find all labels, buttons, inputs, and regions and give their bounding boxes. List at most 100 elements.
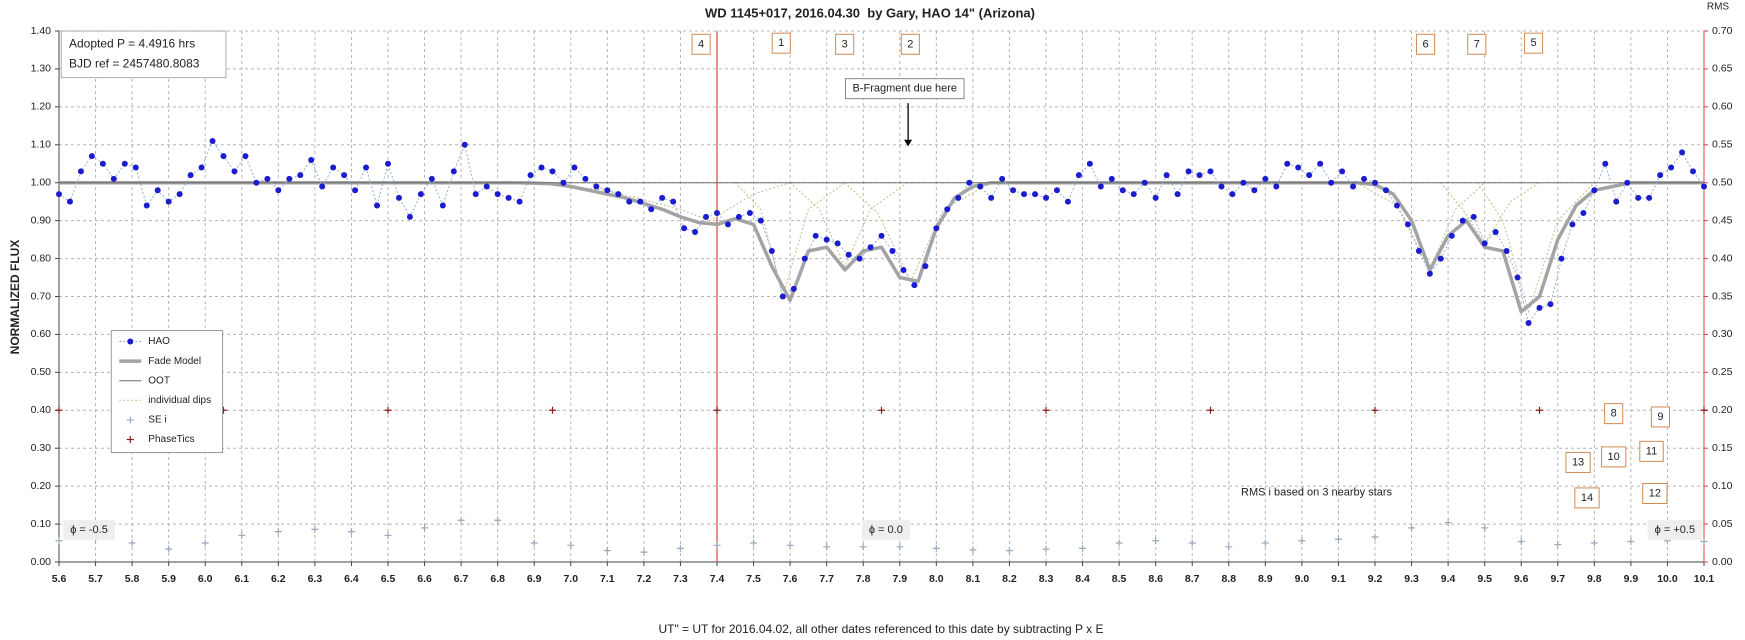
data-point: [933, 225, 940, 232]
data-point: [1690, 168, 1697, 175]
annotation: 13: [1572, 456, 1584, 468]
plus-marker: [676, 544, 684, 552]
x-tick-label: 6.2: [271, 573, 286, 585]
data-point: [121, 160, 128, 167]
x-tick-label: 9.1: [1331, 573, 1346, 585]
plus-marker: [1554, 541, 1562, 549]
data-point: [66, 198, 73, 205]
data-point: [703, 213, 710, 220]
annotation: B-Fragment due here: [852, 83, 957, 95]
plus-marker: [896, 543, 904, 551]
data-point: [341, 172, 348, 179]
data-point: [363, 164, 370, 171]
data-point: [538, 164, 545, 171]
x-tick-label: 8.2: [1002, 573, 1017, 585]
y2-tick-label: 0.30: [1712, 328, 1733, 340]
data-point: [845, 251, 852, 258]
phase-box: [63, 520, 115, 541]
annotation: 3: [842, 38, 848, 50]
data-point: [1053, 187, 1060, 194]
data-point: [812, 232, 819, 239]
data-point: [790, 285, 797, 292]
data-point: [1372, 179, 1378, 186]
data-point: [286, 175, 293, 182]
plus-marker: [1188, 539, 1196, 547]
plus-marker: [128, 539, 136, 547]
y2-axis-label: RMS: [1707, 2, 1730, 13]
plus-marker: [457, 516, 465, 524]
data-point: [176, 191, 183, 198]
x-tick-label: 10.1: [1694, 573, 1715, 585]
y-tick-label: 0.30: [31, 442, 52, 454]
callout-box: [844, 78, 965, 100]
data-point: [374, 202, 381, 209]
data-point: [1174, 191, 1181, 198]
y2-tick-label: 0.70: [1712, 25, 1733, 37]
info-box: [60, 30, 227, 79]
data-point: [1075, 172, 1082, 179]
label-box: [1639, 440, 1664, 462]
x-tick-label: 9.7: [1550, 573, 1565, 585]
x-tick-label: 7.1: [600, 573, 615, 585]
plus-marker: [1627, 538, 1635, 546]
data-point: [264, 175, 271, 182]
plus-marker: [969, 546, 977, 554]
plus-marker: [603, 547, 611, 555]
data-point: [1064, 198, 1071, 205]
plus-marker: [421, 524, 429, 532]
legend-label: individual dips: [148, 395, 211, 406]
annotation: 12: [1649, 487, 1661, 499]
annotation: BJD ref = 2457480.8083: [69, 57, 200, 71]
plus-marker: [1152, 537, 1160, 545]
plus-marker: [347, 528, 355, 536]
data-point: [1470, 213, 1477, 220]
data-point: [1393, 202, 1400, 209]
x-tick-label: 8.8: [1221, 573, 1236, 585]
label-box: [1565, 451, 1591, 473]
data-point: [1602, 160, 1609, 167]
plus-marker: [567, 541, 575, 549]
data-point: [1262, 175, 1269, 182]
data-point: [1317, 160, 1324, 167]
plus-marker: [1261, 539, 1269, 547]
data-point: [977, 183, 984, 190]
x-tick-label: 6.9: [527, 573, 542, 585]
plus-marker: [713, 541, 721, 549]
plus-marker: [1042, 545, 1050, 553]
data-point: [626, 198, 633, 205]
y-axis-label: NORMALIZED FLUX: [8, 240, 22, 355]
y2-tick-label: 0.60: [1712, 101, 1733, 113]
data-point: [1580, 210, 1587, 217]
y2-tick-label: 0.45: [1712, 214, 1733, 226]
plus-marker: [201, 539, 209, 547]
data-point: [593, 183, 600, 190]
data-point: [395, 194, 402, 201]
data-point: [88, 153, 95, 160]
data-point: [132, 164, 139, 171]
x-tick-label: 6.0: [198, 573, 213, 585]
plus-marker: [1371, 533, 1379, 541]
plus-marker: [1408, 524, 1416, 532]
legend-label: SE i: [148, 415, 166, 426]
plus-marker: [859, 543, 867, 551]
data-point: [99, 160, 106, 167]
plus-marker: [878, 406, 885, 414]
data-point: [198, 164, 205, 171]
phase-box: [1647, 520, 1703, 541]
data-point: [724, 221, 731, 228]
y2-tick-label: 0.35: [1712, 290, 1733, 302]
data-point: [1152, 194, 1159, 201]
data-point: [439, 202, 446, 209]
x-tick-label: 7.4: [710, 573, 725, 585]
data-point: [856, 255, 863, 262]
plus-marker: [384, 531, 392, 539]
plus-marker: [750, 539, 758, 547]
plus-marker: [1005, 547, 1013, 555]
plus-marker: [1079, 544, 1087, 552]
plus-marker: [55, 537, 63, 545]
legend-swatch: [127, 338, 134, 345]
data-point: [297, 172, 304, 179]
plus-marker: [786, 541, 794, 549]
x-tick-label: 9.6: [1514, 573, 1529, 585]
data-point: [1437, 255, 1444, 262]
